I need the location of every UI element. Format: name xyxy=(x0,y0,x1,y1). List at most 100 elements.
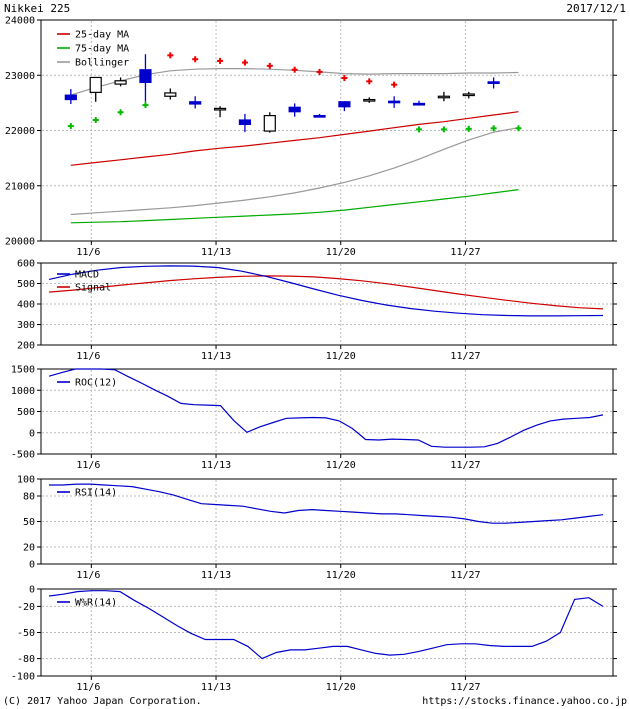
legend-label: RSI(14) xyxy=(75,488,117,499)
legend-label: 75-day MA xyxy=(75,44,129,55)
roc-chart: -500 0 500 1000 1500 11/6 11/13 11/20 11/27 ROC(1… xyxy=(11,365,617,471)
x-tick-label: 11/20 xyxy=(326,460,356,471)
high-marker xyxy=(241,59,248,66)
macd-chart: 200 300 400 500 600 11/6 11/13 11/20 11/27 MACD Si… xyxy=(17,259,617,362)
candlestick xyxy=(487,77,500,89)
high-marker xyxy=(266,62,273,69)
low-marker xyxy=(92,117,99,124)
y-tick-label: 22000 xyxy=(5,126,35,137)
x-tick-label: 11/27 xyxy=(450,460,480,471)
x-tick-label: 11/6 xyxy=(76,682,100,693)
y-tick-label: 500 xyxy=(17,407,35,418)
high-marker xyxy=(217,57,224,64)
high-marker xyxy=(366,78,373,85)
y-tick-label: 80 xyxy=(23,492,35,503)
low-marker xyxy=(465,125,472,132)
y-tick-label: -80 xyxy=(17,654,35,665)
candlestick xyxy=(288,103,301,117)
legend-label: 25-day MA xyxy=(75,30,129,41)
x-tick-label: 11/13 xyxy=(201,351,231,362)
candlestick xyxy=(64,89,77,104)
y-tick-label: 50 xyxy=(23,517,35,528)
legend-label: ROC(12) xyxy=(75,378,117,389)
low-marker xyxy=(142,102,149,109)
legend-label: W%R(14) xyxy=(75,598,117,609)
macd-panel: 200 300 400 500 600 11/6 11/13 11/20 11/27 MACD Si… xyxy=(0,258,630,363)
y-tick-label: 24000 xyxy=(5,16,35,27)
candlestick xyxy=(189,96,202,109)
y-tick-label: 500 xyxy=(17,279,35,290)
high-marker xyxy=(192,56,199,63)
x-tick-label: 11/6 xyxy=(76,570,100,581)
candlestick xyxy=(139,54,152,102)
rsi-panel: 0 20 50 80 100 11/6 11/13 11/20 11/27 RSI(14) xyxy=(0,474,630,582)
y-tick-label: 1000 xyxy=(11,386,35,397)
low-marker xyxy=(117,109,124,116)
low-marker xyxy=(515,125,522,132)
y-tick-label: 600 xyxy=(17,259,35,270)
macd-line xyxy=(48,265,604,317)
legend-label: MACD xyxy=(75,270,99,281)
roc-line xyxy=(48,368,604,448)
price-chart: 20000 21000 22000 23000 24000 11/6 11/13 11/20 1… xyxy=(5,16,617,258)
y-tick-label: 100 xyxy=(17,475,35,486)
copyright-text: (C) 2017 Yahoo Japan Corporation. xyxy=(3,696,202,707)
plot-frame xyxy=(40,478,614,565)
roc-panel: -500 0 500 1000 1500 11/6 11/13 11/20 11/27 ROC(1… xyxy=(0,364,630,472)
candlestick xyxy=(313,113,326,118)
x-tick-label: 11/27 xyxy=(450,351,480,362)
y-tick-label: 300 xyxy=(17,320,35,331)
low-marker xyxy=(440,126,447,133)
x-tick-label: 11/6 xyxy=(76,460,100,471)
y-tick-label: 20000 xyxy=(5,237,35,248)
high-marker xyxy=(341,75,348,82)
plot-frame xyxy=(40,19,614,242)
high-marker xyxy=(316,68,323,75)
high-marker xyxy=(167,52,174,59)
ma75-line xyxy=(70,189,519,224)
x-tick-label: 11/13 xyxy=(201,682,231,693)
wr-panel: -100 -80 -50 -20 0 11/6 11/13 11/20 11/27 W%R(14) xyxy=(0,584,630,694)
high-marker xyxy=(291,66,298,73)
candlestick xyxy=(338,101,351,112)
ma25-line xyxy=(70,111,519,166)
candlestick xyxy=(114,77,127,87)
y-tick-label: 1500 xyxy=(11,365,35,376)
x-tick-label: 11/13 xyxy=(201,570,231,581)
candlestick xyxy=(388,96,401,108)
candlestick xyxy=(238,113,252,133)
bollinger-lower xyxy=(70,127,519,216)
y-tick-label: 20 xyxy=(23,543,35,554)
candlestick xyxy=(263,112,276,133)
candlestick xyxy=(462,91,475,99)
candlestick xyxy=(412,100,426,106)
y-tick-label: -100 xyxy=(11,672,35,683)
x-tick-label: 11/13 xyxy=(201,247,231,258)
high-marker xyxy=(391,81,398,88)
y-tick-label: 0 xyxy=(29,585,35,596)
wr-line xyxy=(48,590,604,660)
y-tick-label: -50 xyxy=(17,628,35,639)
rsi-chart: 0 20 50 80 100 11/6 11/13 11/20 11/27 RSI(14) xyxy=(17,475,617,581)
legend-label: Signal xyxy=(75,283,111,294)
plot-frame xyxy=(40,368,614,455)
low-marker xyxy=(490,125,497,132)
y-tick-label: 21000 xyxy=(5,181,35,192)
low-marker xyxy=(67,123,74,130)
y-tick-label: 200 xyxy=(17,341,35,352)
candlestick xyxy=(164,88,177,100)
header-date: 2017/12/1 xyxy=(566,2,626,15)
x-tick-label: 11/20 xyxy=(326,351,356,362)
x-tick-label: 11/20 xyxy=(326,570,356,581)
candlestick xyxy=(213,106,227,118)
x-tick-label: 11/27 xyxy=(450,570,480,581)
x-tick-label: 11/20 xyxy=(326,682,356,693)
source-url: https://stocks.finance.yahoo.co.jp xyxy=(422,696,627,707)
x-tick-label: 11/13 xyxy=(201,460,231,471)
x-tick-label: 11/20 xyxy=(326,247,356,258)
plot-frame xyxy=(40,588,614,677)
x-tick-label: 11/27 xyxy=(450,247,480,258)
plot-frame xyxy=(40,262,614,346)
y-tick-label: -20 xyxy=(17,602,35,613)
low-marker xyxy=(416,126,423,133)
